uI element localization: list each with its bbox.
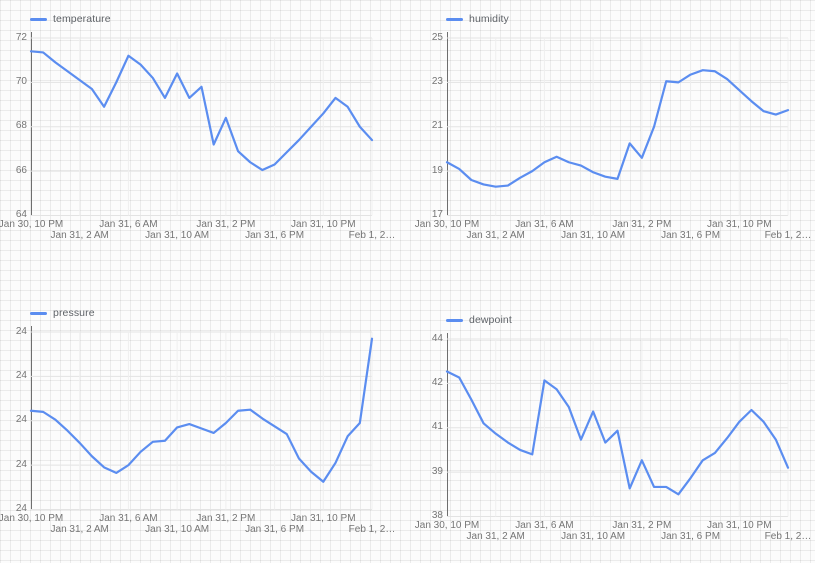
series-line	[29, 337, 374, 483]
y-axis-tick-label: 66	[15, 164, 27, 176]
legend-label: dewpoint	[469, 314, 512, 326]
y-axis-tick-label: 23	[431, 75, 443, 87]
series-line	[445, 369, 790, 495]
x-axis-tick-label: Jan 31, 2 PM	[612, 520, 672, 531]
plot-area	[29, 37, 374, 216]
y-axis-tick-label: 21	[431, 120, 443, 132]
series-line	[445, 68, 790, 188]
x-axis-tick-label: Jan 30, 10 PM	[414, 520, 480, 531]
x-axis-tick-label: Jan 30, 10 PM	[0, 513, 64, 524]
y-axis-tick-label: 41	[431, 421, 443, 433]
y-axis-tick-label: 64	[15, 209, 27, 220]
y-axis-tick-label: 19	[431, 164, 443, 176]
y-axis-tick-label: 17	[431, 209, 443, 220]
y-axis-tick-label: 70	[15, 75, 27, 87]
y-axis-tick-label: 24	[15, 503, 27, 514]
legend: humidity	[446, 13, 509, 25]
x-axis-tick-label: Jan 31, 2 PM	[196, 219, 256, 230]
plot-area	[29, 331, 374, 510]
pressure-chart: pressure 24 24 24 24 24 Jan 30, 10 PM Jan 31, …	[0, 294, 412, 542]
dewpoint-chart: dewpoint 44 42 41 39 38 Jan 30, 10 PM Jan 31, …	[414, 301, 815, 549]
legend-line-swatch	[30, 311, 47, 315]
x-axis-tick-label: Jan 31, 2 AM	[466, 230, 525, 241]
x-axis-tick-label: Jan 31, 10 PM	[707, 219, 772, 230]
x-axis-tick-label: Jan 31, 6 PM	[245, 524, 305, 535]
x-axis-tick-label: Jan 31, 10 PM	[291, 513, 356, 524]
x-axis-tick-label: Jan 31, 6 AM	[515, 219, 574, 230]
plot-area	[445, 338, 790, 517]
y-axis-line	[30, 326, 32, 509]
legend: dewpoint	[446, 314, 512, 326]
legend-label: humidity	[469, 13, 509, 25]
humidity-chart: humidity 25 23 21 19 17 Jan 30, 10 PM Jan 31, …	[414, 0, 815, 248]
y-axis-tick-label: 44	[431, 332, 443, 344]
y-axis-tick-label: 24	[15, 458, 27, 470]
x-axis-tick-label: Jan 30, 10 PM	[0, 219, 64, 230]
x-axis-tick-label: Jan 31, 10 PM	[291, 219, 356, 230]
legend-label: pressure	[53, 307, 95, 319]
y-axis-tick-label: 38	[431, 510, 443, 521]
x-axis-tick-label: Jan 31, 10 AM	[145, 524, 210, 535]
legend-label: temperature	[53, 13, 111, 25]
x-axis-tick-label: Jan 31, 6 PM	[245, 230, 305, 241]
x-axis-tick-label: Feb 1, 2…	[348, 230, 396, 241]
x-axis-tick-label: Jan 31, 10 AM	[561, 531, 626, 542]
y-axis-tick-label: 24	[15, 369, 27, 381]
temperature-chart: temperature 72 70 68 66 64 Jan 30, 10 PM Jan 3…	[0, 0, 412, 248]
x-axis-tick-label: Jan 31, 6 PM	[661, 230, 721, 241]
y-axis-line	[30, 32, 32, 215]
x-axis-tick-label: Jan 31, 2 AM	[50, 524, 109, 535]
legend-line-swatch	[30, 17, 47, 21]
x-axis-tick-label: Jan 31, 2 AM	[50, 230, 109, 241]
x-axis-tick-label: Feb 1, 2…	[764, 230, 812, 241]
y-axis-tick-label: 24	[15, 325, 27, 337]
x-axis-tick-label: Jan 31, 2 AM	[466, 531, 525, 542]
x-axis-tick-label: Jan 31, 2 PM	[196, 513, 256, 524]
legend: temperature	[30, 13, 111, 25]
legend-line-swatch	[446, 318, 463, 322]
x-axis-tick-label: Feb 1, 2…	[348, 524, 396, 535]
series-line	[29, 49, 374, 171]
x-axis-tick-label: Jan 31, 10 AM	[561, 230, 626, 241]
x-axis-tick-label: Jan 31, 6 AM	[99, 219, 158, 230]
y-axis-tick-label: 39	[431, 465, 443, 477]
x-axis-tick-label: Jan 31, 10 PM	[707, 520, 772, 531]
legend: pressure	[30, 307, 95, 319]
x-axis-tick-label: Feb 1, 2…	[764, 531, 812, 542]
x-axis-tick-label: Jan 31, 6 AM	[515, 520, 574, 531]
x-axis-tick-label: Jan 31, 2 PM	[612, 219, 672, 230]
y-axis-tick-label: 24	[15, 414, 27, 426]
y-axis-line	[446, 333, 448, 516]
x-axis-tick-label: Jan 31, 6 AM	[99, 513, 158, 524]
legend-line-swatch	[446, 17, 463, 21]
plot-area	[445, 37, 790, 216]
y-axis-tick-label: 42	[431, 376, 443, 388]
y-axis-tick-label: 25	[431, 31, 443, 43]
y-axis-line	[446, 32, 448, 215]
y-axis-tick-label: 68	[15, 120, 27, 132]
y-axis-tick-label: 72	[15, 31, 27, 43]
x-axis-tick-label: Jan 31, 10 AM	[145, 230, 210, 241]
x-axis-tick-label: Jan 30, 10 PM	[414, 219, 480, 230]
x-axis-tick-label: Jan 31, 6 PM	[661, 531, 721, 542]
